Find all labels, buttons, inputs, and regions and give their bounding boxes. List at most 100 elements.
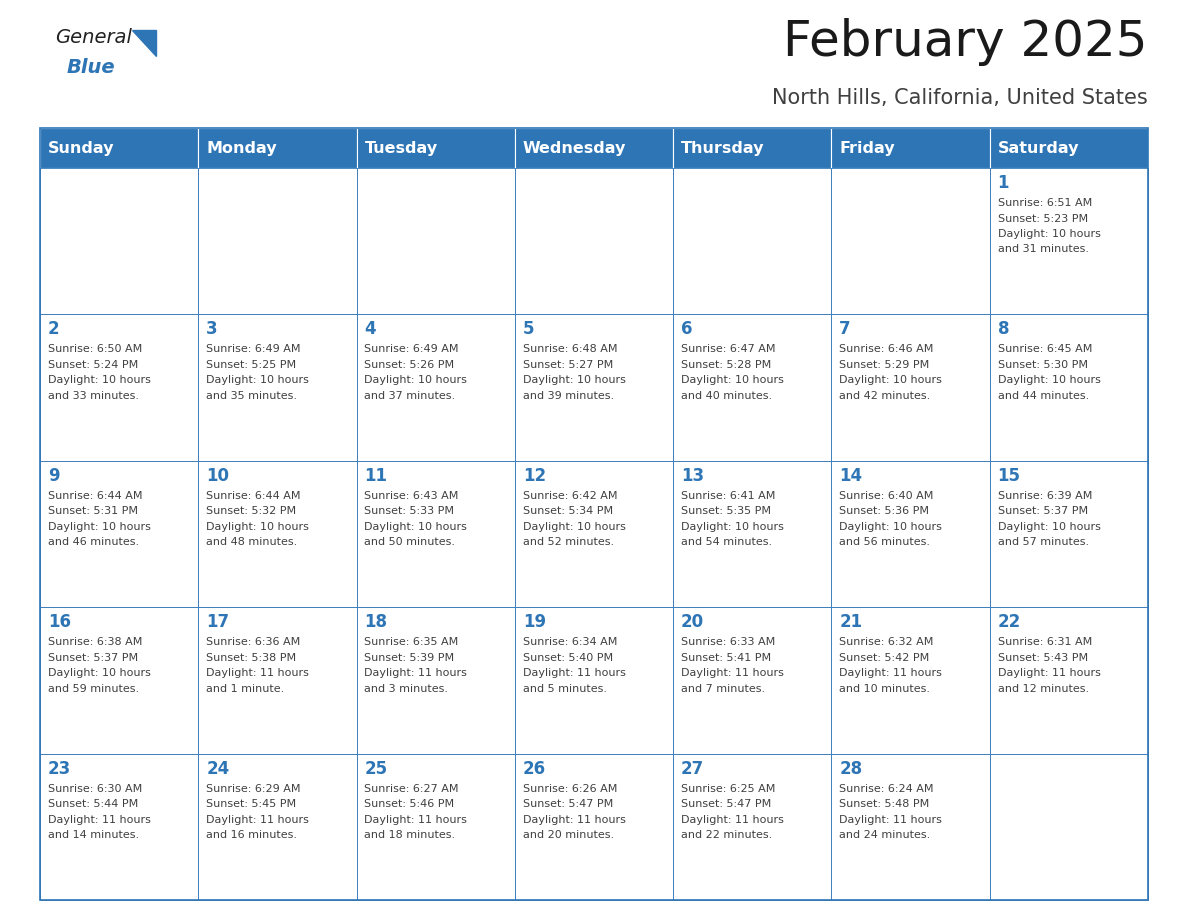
Text: Daylight: 10 hours: Daylight: 10 hours: [998, 375, 1100, 386]
Text: Sunrise: 6:32 AM: Sunrise: 6:32 AM: [840, 637, 934, 647]
Text: and 31 minutes.: and 31 minutes.: [998, 244, 1088, 254]
Text: and 50 minutes.: and 50 minutes.: [365, 537, 455, 547]
Bar: [674, 754, 832, 900]
Text: and 39 minutes.: and 39 minutes.: [523, 391, 614, 401]
Bar: [832, 314, 990, 461]
Bar: [198, 461, 356, 607]
Text: 25: 25: [365, 759, 387, 778]
Text: Sunrise: 6:40 AM: Sunrise: 6:40 AM: [840, 491, 934, 501]
Text: Daylight: 11 hours: Daylight: 11 hours: [840, 814, 942, 824]
Bar: [356, 461, 514, 607]
Text: Sunday: Sunday: [48, 140, 114, 155]
Text: Sunset: 5:33 PM: Sunset: 5:33 PM: [365, 507, 455, 516]
Text: February 2025: February 2025: [784, 18, 1148, 66]
Bar: [198, 314, 356, 461]
Text: Daylight: 11 hours: Daylight: 11 hours: [365, 814, 467, 824]
Text: 17: 17: [207, 613, 229, 632]
Text: Sunset: 5:32 PM: Sunset: 5:32 PM: [207, 507, 296, 516]
Text: Sunset: 5:48 PM: Sunset: 5:48 PM: [840, 799, 929, 809]
Text: 7: 7: [840, 320, 851, 339]
Text: North Hills, California, United States: North Hills, California, United States: [772, 88, 1148, 108]
Text: Sunset: 5:27 PM: Sunset: 5:27 PM: [523, 360, 613, 370]
Text: Daylight: 11 hours: Daylight: 11 hours: [48, 814, 151, 824]
Bar: [40, 754, 198, 900]
Bar: [356, 168, 514, 314]
Text: Daylight: 10 hours: Daylight: 10 hours: [365, 375, 467, 386]
Text: Sunset: 5:45 PM: Sunset: 5:45 PM: [207, 799, 296, 809]
Text: 15: 15: [998, 466, 1020, 485]
Text: and 35 minutes.: and 35 minutes.: [207, 391, 297, 401]
Text: and 52 minutes.: and 52 minutes.: [523, 537, 614, 547]
Text: 1: 1: [998, 174, 1009, 192]
Text: 14: 14: [840, 466, 862, 485]
Bar: [832, 128, 990, 168]
Text: 23: 23: [48, 759, 71, 778]
Text: Daylight: 10 hours: Daylight: 10 hours: [998, 229, 1100, 239]
Bar: [198, 607, 356, 754]
Text: Daylight: 11 hours: Daylight: 11 hours: [207, 668, 309, 678]
Text: Sunrise: 6:44 AM: Sunrise: 6:44 AM: [48, 491, 143, 501]
Text: and 44 minutes.: and 44 minutes.: [998, 391, 1089, 401]
Text: General: General: [55, 28, 132, 47]
Bar: [832, 168, 990, 314]
Text: and 40 minutes.: and 40 minutes.: [681, 391, 772, 401]
Text: Sunset: 5:47 PM: Sunset: 5:47 PM: [523, 799, 613, 809]
Text: Daylight: 11 hours: Daylight: 11 hours: [207, 814, 309, 824]
Text: Sunset: 5:43 PM: Sunset: 5:43 PM: [998, 653, 1088, 663]
Text: and 59 minutes.: and 59 minutes.: [48, 684, 139, 694]
Text: and 54 minutes.: and 54 minutes.: [681, 537, 772, 547]
Text: Monday: Monday: [207, 140, 277, 155]
Text: Sunset: 5:40 PM: Sunset: 5:40 PM: [523, 653, 613, 663]
Bar: [990, 754, 1148, 900]
Bar: [514, 168, 674, 314]
Bar: [832, 461, 990, 607]
Text: Daylight: 10 hours: Daylight: 10 hours: [207, 521, 309, 532]
Text: Sunrise: 6:30 AM: Sunrise: 6:30 AM: [48, 784, 143, 793]
Text: Sunrise: 6:36 AM: Sunrise: 6:36 AM: [207, 637, 301, 647]
Bar: [356, 314, 514, 461]
Bar: [514, 607, 674, 754]
Text: Sunset: 5:24 PM: Sunset: 5:24 PM: [48, 360, 138, 370]
Text: Sunset: 5:26 PM: Sunset: 5:26 PM: [365, 360, 455, 370]
Text: 12: 12: [523, 466, 546, 485]
Text: Daylight: 11 hours: Daylight: 11 hours: [998, 668, 1100, 678]
Bar: [514, 128, 674, 168]
Text: 27: 27: [681, 759, 704, 778]
Bar: [990, 607, 1148, 754]
Text: Sunrise: 6:31 AM: Sunrise: 6:31 AM: [998, 637, 1092, 647]
Text: Daylight: 10 hours: Daylight: 10 hours: [48, 375, 151, 386]
Text: 19: 19: [523, 613, 546, 632]
Bar: [514, 754, 674, 900]
Text: and 1 minute.: and 1 minute.: [207, 684, 284, 694]
Text: Sunrise: 6:24 AM: Sunrise: 6:24 AM: [840, 784, 934, 793]
Text: 18: 18: [365, 613, 387, 632]
Text: Daylight: 10 hours: Daylight: 10 hours: [681, 375, 784, 386]
Text: Sunrise: 6:49 AM: Sunrise: 6:49 AM: [207, 344, 301, 354]
Text: and 24 minutes.: and 24 minutes.: [840, 830, 930, 840]
Text: Sunset: 5:38 PM: Sunset: 5:38 PM: [207, 653, 296, 663]
Bar: [990, 461, 1148, 607]
Text: and 37 minutes.: and 37 minutes.: [365, 391, 456, 401]
Text: Sunset: 5:46 PM: Sunset: 5:46 PM: [365, 799, 455, 809]
Text: 21: 21: [840, 613, 862, 632]
Text: Sunrise: 6:26 AM: Sunrise: 6:26 AM: [523, 784, 617, 793]
Bar: [356, 607, 514, 754]
Text: Daylight: 10 hours: Daylight: 10 hours: [998, 521, 1100, 532]
Text: Daylight: 11 hours: Daylight: 11 hours: [523, 668, 626, 678]
Text: Sunset: 5:44 PM: Sunset: 5:44 PM: [48, 799, 138, 809]
Text: Sunrise: 6:35 AM: Sunrise: 6:35 AM: [365, 637, 459, 647]
Text: 11: 11: [365, 466, 387, 485]
Text: Daylight: 10 hours: Daylight: 10 hours: [681, 521, 784, 532]
Text: Sunrise: 6:39 AM: Sunrise: 6:39 AM: [998, 491, 1092, 501]
Text: Daylight: 11 hours: Daylight: 11 hours: [365, 668, 467, 678]
Text: and 18 minutes.: and 18 minutes.: [365, 830, 456, 840]
Text: Daylight: 10 hours: Daylight: 10 hours: [523, 521, 626, 532]
Text: Sunrise: 6:48 AM: Sunrise: 6:48 AM: [523, 344, 618, 354]
Text: Sunrise: 6:34 AM: Sunrise: 6:34 AM: [523, 637, 617, 647]
Bar: [674, 461, 832, 607]
Bar: [674, 128, 832, 168]
Text: Sunrise: 6:46 AM: Sunrise: 6:46 AM: [840, 344, 934, 354]
Text: 26: 26: [523, 759, 546, 778]
Text: and 46 minutes.: and 46 minutes.: [48, 537, 139, 547]
Bar: [40, 461, 198, 607]
